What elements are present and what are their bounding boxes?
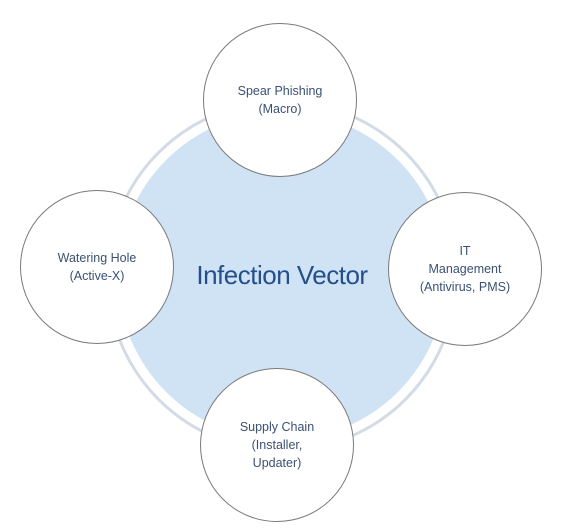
node-label-line: (Antivirus, PMS) (419, 280, 511, 294)
node-spear-phishing: Spear Phishing (Macro) (203, 23, 357, 177)
node-label-line: Spear Phishing (237, 84, 323, 98)
node-label-line: IT (459, 244, 471, 258)
node-supply-chain: Supply Chain (Installer, Updater) (200, 368, 354, 522)
node-label-line: (Installer, (251, 438, 303, 452)
node-it-management: IT Management (Antivirus, PMS) (388, 192, 542, 346)
node-label-line: Supply Chain (239, 420, 315, 434)
node-watering-hole: Watering Hole (Active-X) (20, 190, 174, 344)
node-label-line: Watering Hole (57, 251, 137, 265)
node-label-line: Updater) (252, 456, 302, 470)
center-label: Infection Vector (196, 260, 368, 290)
node-label-line: Management (428, 262, 502, 276)
node-label-line: (Active-X) (69, 269, 125, 283)
node-label-line: (Macro) (258, 102, 302, 116)
